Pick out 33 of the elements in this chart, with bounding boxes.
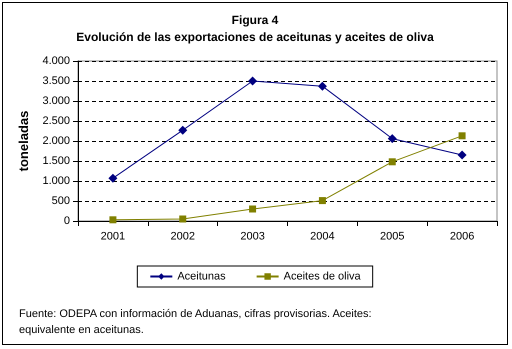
point bbox=[458, 150, 467, 160]
point bbox=[109, 216, 116, 224]
point bbox=[318, 82, 327, 91]
point bbox=[458, 132, 466, 140]
x-tick-label: 2002 bbox=[170, 230, 195, 242]
y-tick-label: 500 bbox=[52, 195, 70, 207]
point bbox=[108, 174, 118, 183]
x-tick-label: 2003 bbox=[240, 230, 265, 242]
point bbox=[179, 216, 186, 222]
point bbox=[388, 158, 396, 166]
y-tick-label: 3.000 bbox=[42, 95, 70, 107]
chart-title: Figura 4 bbox=[232, 13, 279, 27]
y-tick-label: 0 bbox=[64, 215, 70, 227]
y-tick-label: 1.000 bbox=[42, 175, 70, 187]
point bbox=[249, 206, 256, 212]
point bbox=[388, 134, 397, 144]
y-tick-label: 2.500 bbox=[42, 115, 70, 127]
x-tick-label: 2001 bbox=[100, 230, 126, 242]
legend-label: Aceites de oliva bbox=[284, 270, 362, 282]
x-tick-label: 2006 bbox=[450, 230, 474, 242]
x-tick-label: 2004 bbox=[310, 230, 335, 242]
point bbox=[178, 126, 188, 135]
chart-subtitle: Evolución de las exportaciones de aceitunas y aceites de oliva bbox=[76, 30, 434, 44]
y-tick-label: 4.000 bbox=[42, 55, 70, 67]
legend-label: Aceitunas bbox=[177, 270, 226, 282]
y-tick-label: 3.500 bbox=[42, 75, 70, 87]
y-tick-label: 2.000 bbox=[42, 135, 70, 147]
x-tick-label: 2005 bbox=[380, 230, 404, 242]
y-tick-label: 1.500 bbox=[42, 155, 70, 167]
point bbox=[318, 197, 326, 204]
source-note: Fuente: ODEPA con información de Aduanas, cifras provisorias. Aceites: equivalente en aceitunas. bbox=[19, 307, 373, 338]
point bbox=[248, 76, 258, 86]
y-axis-title: toneladas bbox=[16, 110, 31, 172]
